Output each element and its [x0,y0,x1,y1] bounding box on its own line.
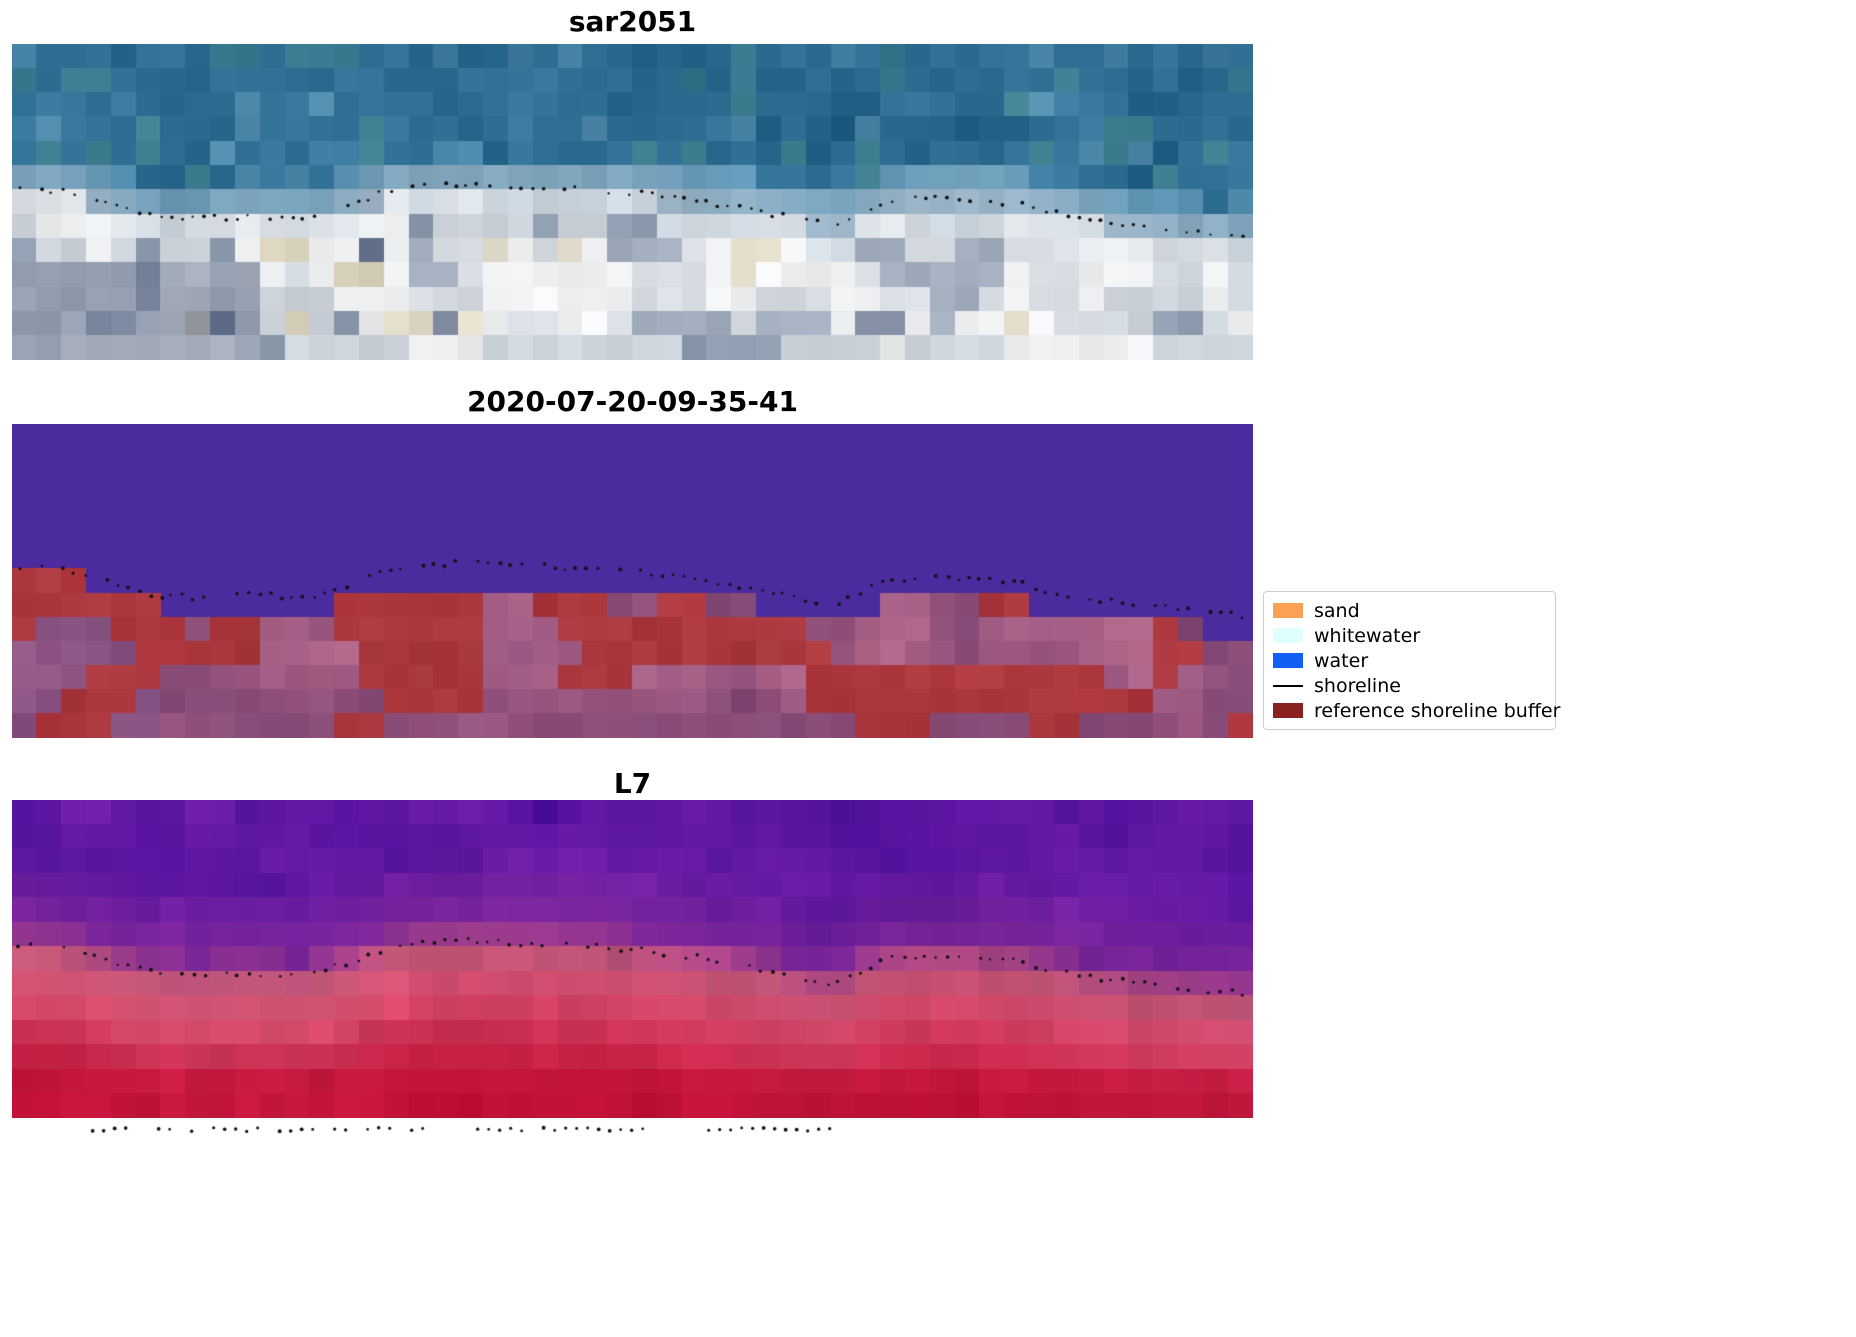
legend: sand whitewater water shoreline referenc… [1263,591,1560,730]
legend-item-whitewater: whitewater [1273,623,1546,648]
legend-label-whitewater: whitewater [1314,624,1421,647]
legend-swatch-whitewater [1273,628,1303,643]
panel-title-sar2051: sar2051 [568,5,697,38]
legend-swatch-sand [1273,603,1303,618]
legend-item-reference-shoreline-buffer: reference shoreline buffer [1273,698,1560,723]
legend-swatch-reference-shoreline-buffer [1273,703,1303,718]
legend-label-reference-shoreline-buffer: reference shoreline buffer [1314,699,1561,722]
legend-item-shoreline: shoreline [1273,673,1546,698]
panel-image-l7 [12,800,1253,1118]
legend-label-water: water [1314,649,1369,672]
panel-image-sar2051 [12,44,1253,360]
panel-title-l7: L7 [613,767,652,800]
panel-title-classified-date: 2020-07-20-09-35-41 [467,385,798,418]
legend-label-shoreline: shoreline [1314,674,1401,697]
legend-label-sand: sand [1314,599,1360,622]
legend-item-water: water [1273,648,1546,673]
cropped-next-panel-dots [12,1124,1253,1136]
legend-line-shoreline [1273,684,1303,687]
panel-image-classified [12,424,1253,738]
legend-item-sand: sand [1273,598,1546,623]
legend-swatch-water [1273,653,1303,668]
